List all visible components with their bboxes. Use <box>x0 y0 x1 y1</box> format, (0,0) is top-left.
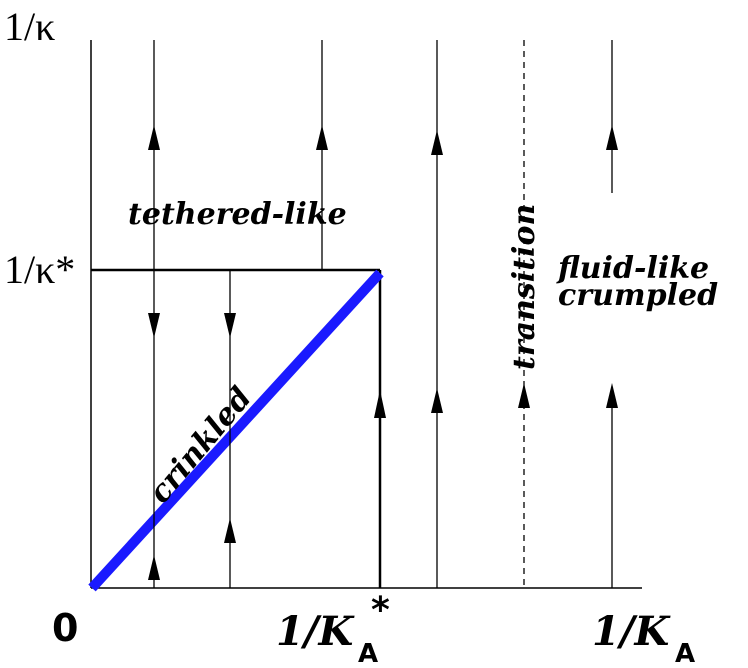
x-critical-label: 1/K <box>276 608 355 655</box>
arrow-up-icon <box>518 383 530 408</box>
arrow-up-icon <box>606 383 618 408</box>
arrow-up-icon <box>148 555 160 580</box>
y-critical-label: 1/κ* <box>4 247 75 292</box>
crumpled-label: crumpled <box>558 278 718 313</box>
x-axis-label: 1/K <box>592 608 671 655</box>
arrow-down-icon <box>148 313 160 338</box>
x-critical-subscript: A <box>358 639 378 668</box>
arrow-down-icon <box>224 313 236 338</box>
x-axis-subscript: A <box>675 639 695 668</box>
y-axis-label: 1/κ <box>4 4 55 49</box>
x-critical-superscript: * <box>371 590 390 631</box>
arrow-up-icon <box>224 518 236 543</box>
transition-label: transition <box>507 204 542 370</box>
arrow-up-icon <box>431 388 443 413</box>
arrow-up-icon <box>431 130 443 155</box>
arrow-up-icon <box>316 125 328 150</box>
origin-label: 0 <box>52 606 78 650</box>
crinkled-label: crinkled <box>142 381 259 510</box>
crinkled-line <box>88 269 384 592</box>
y-critical-text: 1/κ* <box>4 247 75 292</box>
arrow-up-icon <box>148 125 160 150</box>
fluid-like-label: fluid-like <box>556 251 709 286</box>
arrow-up-icon <box>374 390 386 418</box>
arrow-up-icon <box>606 125 618 150</box>
tethered-like-label: tethered-like <box>128 197 347 232</box>
